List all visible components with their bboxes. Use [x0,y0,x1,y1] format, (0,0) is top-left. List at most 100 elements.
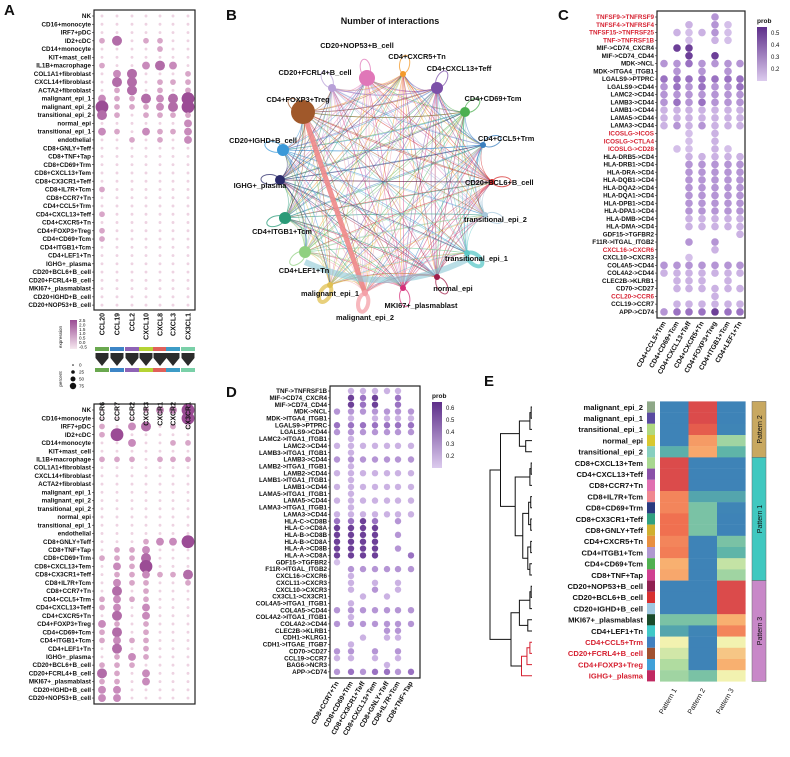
dot-CD20+BCL6+B_cell-CX3CR1 [186,663,190,667]
dot-CD14+monocyte-CCR2 [128,438,136,447]
dot-LAMC2->CD44-CD8+CXCL13+Tem [371,442,379,449]
dot-LAMA5->CD44-CD8+IL7R+Tcm [394,497,402,504]
dot-LAMB3->CD44-CD8+CD69+Trm [347,456,355,463]
dot-malignant_epi_1-CXCL10 [141,93,151,104]
dot-CD4+ITGB1+Tcm-CCL2 [130,245,134,249]
dot-COL1A1+fibroblast-CCL19 [113,69,121,78]
dot-TNFSF15->TNFRSF25-CD4+ITGB1+Tcm [724,28,732,37]
row-label: CD4+ITGB1+Tcm [582,548,644,557]
dot-KIT+mast_cell-CCR6 [100,449,104,453]
dot-HLA-A->CD8B-CD8+CX3CR1+Teff [359,545,367,552]
dot-CXCL11->CXCR3-CD8+CD69+Trm [347,579,355,586]
dot-CD4+FOXP3+Treg-CX3CR1 [186,622,190,626]
heat-cell-MKI67+_plasmablast-Pattern 1 [660,614,689,626]
dot-CD4+CD69+Tcm-CCR2 [130,630,134,634]
dot-CD8+TNF+Tap-CXCL10 [144,154,148,158]
dot-CD20+IGHD+B_cell-CX3CL1 [186,295,190,299]
row-label: CD8+CXCL13+Tem [34,170,91,177]
dot-LGALS9->CD44-CD4+FOXP3+Treg [711,83,719,91]
dot-HLA-B->CD8B-CD8+IL7R+Tcm [394,531,402,539]
dot-F11R->ITGAL_ITGB2-CD8+CX3CR1+Teff [359,565,367,573]
dot-CD4+CD69+Tcm-CXCL3 [171,237,175,241]
dot-transitional_epi_2-CCL2 [130,113,134,117]
heat-cell-CD20+FCRL4+B_cell-Pattern 1 [660,647,689,660]
dot-CD8+CD69+Trm-CCR2 [129,555,135,562]
dot-CD8+GNLY+Teff-CX3CR1 [181,535,195,549]
dot-CD4+FOXP3+Treg-CCR6 [98,620,106,628]
row-label: normal_epi [57,514,91,521]
dot-CD8+IL7R+Tcm-CXCL3 [171,188,175,191]
dot-endothelial-CXCL8 [157,137,163,143]
dot-LGALS9->PTPRC-CD4+CXCR5+Tn [698,75,706,83]
node-label: CD4+CXCR5+Tn [388,52,446,61]
row-label: CD4+FOXP3+Treg [37,228,91,235]
row-label: CLEC2B->KLRB1 [602,278,654,285]
dot-IGHG+_plasma-CCR6 [100,655,104,659]
dot-HLA-DPA1->CD4-CD4+CXCL13+Teff [685,207,693,215]
dot-MDK->ITGA4_ITGB1-CD4+ITGB1+Tcm [724,67,732,76]
row-label: CD16+monocyte [41,415,91,422]
heat-cell-CD8+GNLY+Teff-Pattern 3 [717,524,746,536]
dot-CD8+CCR7+Tn-CCR7 [112,586,122,597]
column-label: CXCR2 [171,402,178,426]
row-label: ID2+cDC [65,432,92,439]
dot-CD4+ITGB1+Tcm-CX3CR1 [186,638,190,642]
row-label: MKI67+_plasmablast [568,616,643,625]
row-label: transitional_epi_1 [578,425,643,434]
dot-HLA-C->CD8B-CD8+CCR7+Tn [333,517,341,525]
row-label: LAMC2->CD44 [283,443,327,450]
dot-CD8+GNLY+Teff-CCL19 [115,146,119,150]
dot-HLA-DQB1->CD4-CD4+ITGB1+Tcm [724,176,732,184]
dot-CD4+CXCL13+Teff-CCL2 [130,212,134,216]
dot-COL1A1+fibroblast-CCL20 [100,72,104,76]
dot-CD14+monocyte-CCL2 [130,47,134,51]
dot-MDK->NCL-CD4+CCL5+Trm [660,59,668,68]
heat-cell-IGHG+_plasma-Pattern 1 [660,670,689,682]
dot-CXCL10->CXCR3-CD4+CXCL13+Teff [685,253,693,262]
dot-KIT+mast_cell-CXCR1 [158,449,162,453]
row-label: HLA-DMA->CD4 [606,224,654,231]
dot-MIF->CD74_CXCR4-CD4+CXCL13+Teff [685,44,693,52]
dot-CD8+CXCL13+Tem-CXCL10 [144,171,148,175]
row-label: COL4A2->ITGA1_ITGB1 [256,614,328,621]
dot-TNF->TNFRSF1B-CD4+FOXP3+Treg [711,36,719,45]
dot-CD8+TNF+Tap-CCL2 [130,154,134,158]
dot-IL1B+macrophage-CCL2 [130,64,134,68]
dot-HLA-B->CD8B-CD8+CX3CR1+Teff [359,531,367,539]
dot-IRF7+pDC-CCL2 [130,31,134,34]
heat-cell-CD4+LEF1+Tn-Pattern 1 [660,625,689,637]
dot-ICOSLG->ICOS-CD4+CXCL13+Teff [685,129,693,138]
interaction-edge [329,87,438,286]
dot-HLA-B->CD8A-CD8+CCR7+Tn [333,538,341,545]
row-label: ID2+cDC [65,38,92,45]
row-label: CD4+CXCL13+Teff [576,470,643,479]
row-label: CD4+LEF1+Tn [591,627,643,636]
dot-CXCL11->CXCR3-CD8+IL7R+Tcm [394,579,402,586]
dot-CD8+CXCL13+Tem-CXCR1 [158,564,162,568]
dot-IRF7+pDC-CCR7 [115,425,119,428]
dot-LAMA3->CD44-CD4+CXCR5+Tn [698,121,706,130]
dot-CD20+IGHD+B_cell-CX3CR1 [186,688,190,692]
dot-HLA-A->CD8A-CD8+CD69+Trm [347,552,355,559]
row-label: ICOSLG->ICOS [609,131,654,138]
interaction-edge [366,77,468,254]
expression-tick: 0.5 [79,336,86,341]
dot-CD8+CX3CR1+Teff-CCL2 [130,179,134,183]
dot-LAMB3->CD44-CD4+CD69+Tcm [673,98,681,107]
row-label: CD8+TNF+Tap [48,154,91,161]
dot-CD8+CX3CR1+Teff-CXCL10 [144,179,148,183]
dendrogram-branch [500,433,520,507]
dot-LAMB3->CD44-CD4+LEF1+Tn [736,98,744,107]
row-label: CD20+IGHD+B_cell [33,294,91,301]
dot-APP->CD74-CD4+CXCR5+Tn [698,308,706,316]
pair-color-bar [181,368,195,372]
row-label: HLA-DQB1->CD4 [603,177,654,184]
dot-IL1B+macrophage-CXCR3 [144,457,148,461]
heat-cell-malignant_epi_1-Pattern 3 [717,412,746,424]
row-label: CXCL14+fibroblast [34,473,91,480]
dot-CCL19->CCR7-CD8+CXCL13+Tem [371,654,379,662]
column-label: CX3CL1 [186,313,193,340]
column-label: CXCL8 [158,313,165,336]
row-label: CCL20->CCR6 [611,293,654,300]
row-annotation-color [647,524,655,536]
